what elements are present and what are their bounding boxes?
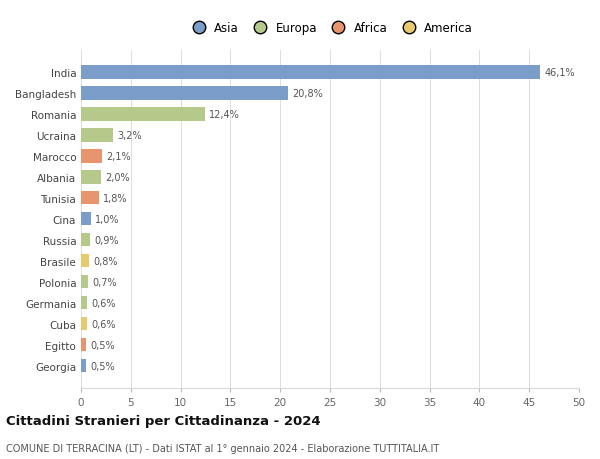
- Text: 3,2%: 3,2%: [117, 130, 142, 140]
- Legend: Asia, Europa, Africa, America: Asia, Europa, Africa, America: [185, 19, 475, 37]
- Bar: [81, 296, 87, 310]
- Bar: [81, 254, 89, 268]
- Text: 0,6%: 0,6%: [91, 319, 115, 329]
- Text: 0,6%: 0,6%: [91, 298, 115, 308]
- Text: 1,8%: 1,8%: [103, 193, 127, 203]
- Bar: [81, 191, 99, 205]
- Text: 12,4%: 12,4%: [208, 110, 239, 119]
- Bar: [81, 317, 87, 330]
- Bar: [81, 129, 113, 142]
- Bar: [81, 66, 540, 79]
- Text: 20,8%: 20,8%: [292, 89, 323, 99]
- Text: 1,0%: 1,0%: [95, 214, 119, 224]
- Bar: [81, 87, 288, 101]
- Text: 0,9%: 0,9%: [94, 235, 118, 245]
- Text: 2,1%: 2,1%: [106, 151, 131, 162]
- Bar: [81, 150, 102, 163]
- Text: 46,1%: 46,1%: [544, 67, 575, 78]
- Text: 0,5%: 0,5%: [90, 340, 115, 350]
- Text: 0,8%: 0,8%: [93, 256, 118, 266]
- Text: COMUNE DI TERRACINA (LT) - Dati ISTAT al 1° gennaio 2024 - Elaborazione TUTTITAL: COMUNE DI TERRACINA (LT) - Dati ISTAT al…: [6, 443, 439, 453]
- Text: Cittadini Stranieri per Cittadinanza - 2024: Cittadini Stranieri per Cittadinanza - 2…: [6, 414, 320, 428]
- Bar: [81, 338, 86, 352]
- Bar: [81, 213, 91, 226]
- Text: 0,7%: 0,7%: [92, 277, 116, 287]
- Bar: [81, 108, 205, 121]
- Text: 2,0%: 2,0%: [105, 172, 130, 182]
- Text: 0,5%: 0,5%: [90, 361, 115, 371]
- Bar: [81, 359, 86, 373]
- Bar: [81, 233, 90, 247]
- Bar: [81, 275, 88, 289]
- Bar: [81, 170, 101, 184]
